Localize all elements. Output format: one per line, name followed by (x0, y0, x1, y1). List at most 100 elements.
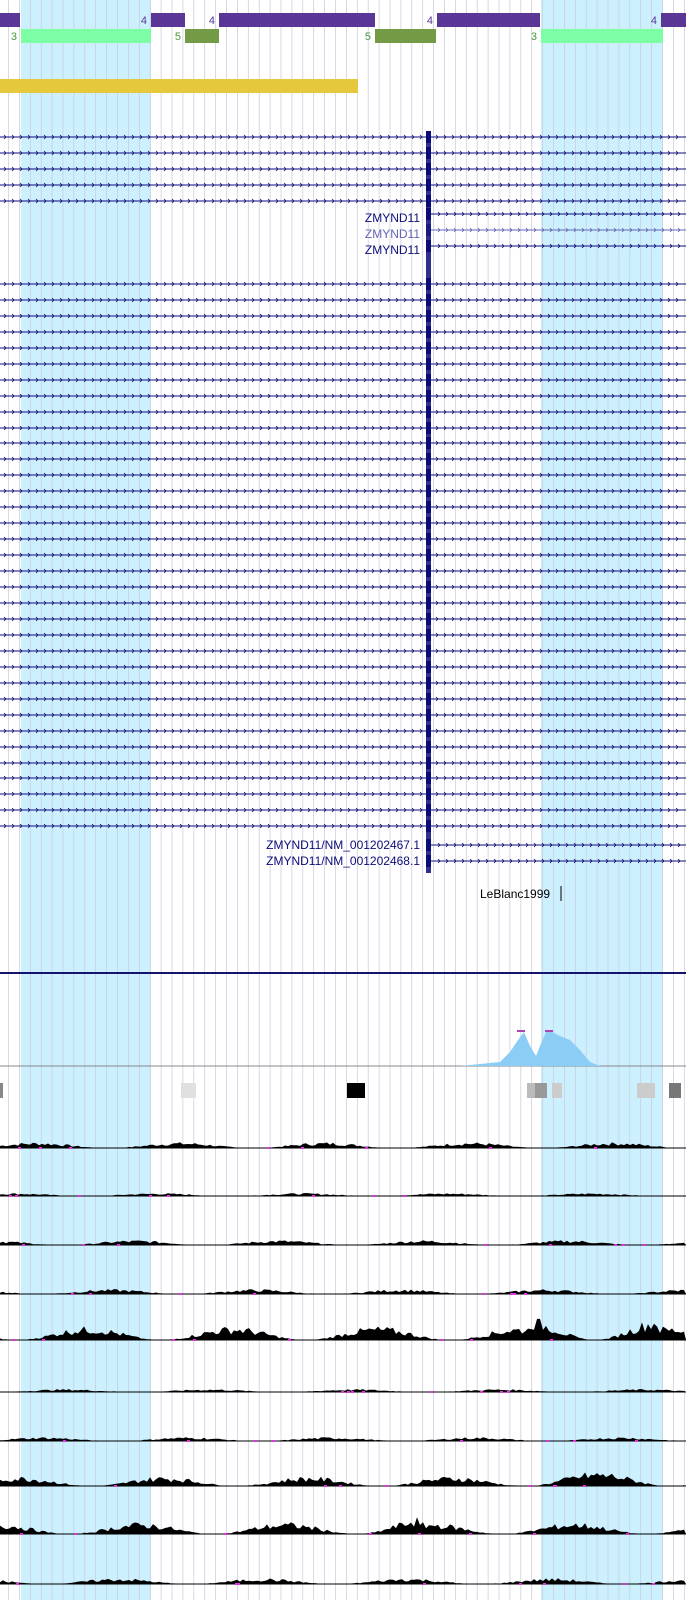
strand-arrow (651, 198, 655, 204)
strand-arrow (485, 211, 489, 217)
strand-arrow (555, 744, 559, 750)
strand-arrow (251, 568, 255, 574)
strand-arrow (323, 552, 327, 558)
phase-label-top: 4 (141, 15, 147, 27)
exon-block-top[interactable] (151, 13, 185, 27)
strand-arrow (443, 632, 447, 638)
density-block-track[interactable] (0, 1083, 681, 1098)
density-block[interactable] (669, 1083, 681, 1098)
density-block[interactable] (527, 1083, 535, 1098)
density-block[interactable] (347, 1083, 365, 1098)
density-block[interactable] (181, 1083, 196, 1098)
strand-arrow (507, 361, 511, 367)
exon-block-top[interactable] (437, 13, 540, 27)
strand-arrow (323, 313, 327, 319)
strand-arrow (459, 488, 463, 494)
signal-track-10[interactable] (0, 1578, 686, 1585)
density-block[interactable] (552, 1083, 562, 1098)
density-block[interactable] (637, 1083, 655, 1098)
strand-arrow (43, 297, 47, 303)
gene-label-nm-001202468[interactable]: ZMYND11/NM_001202468.1 (266, 854, 420, 868)
strand-arrow (499, 472, 503, 478)
exon-block-top[interactable] (0, 13, 20, 27)
publication-label[interactable]: LeBlanc1999 (480, 887, 550, 901)
signal-track-1[interactable] (0, 1142, 686, 1149)
strand-arrow (139, 775, 143, 781)
strand-arrow (595, 313, 599, 319)
strand-arrow (283, 520, 287, 526)
strand-arrow (27, 488, 31, 494)
strand-arrow (651, 648, 655, 654)
strand-arrow (179, 182, 183, 188)
exon-block-bottom[interactable] (21, 29, 151, 43)
gene-label-nm-001202467[interactable]: ZMYND11/NM_001202467.1 (266, 838, 420, 852)
strand-arrow (619, 552, 623, 558)
strand-arrow (331, 744, 335, 750)
exon-block-top[interactable] (661, 13, 686, 27)
exon-block-top[interactable] (219, 13, 375, 27)
signal-track-7[interactable] (0, 1437, 686, 1442)
conservation-peak[interactable] (460, 1032, 600, 1066)
transcript-track[interactable] (0, 131, 686, 873)
strand-arrow (507, 760, 511, 766)
gold-feature-bar[interactable] (0, 79, 358, 93)
strand-arrow (571, 760, 575, 766)
strand-arrow (267, 552, 271, 558)
signal-track-9[interactable] (0, 1517, 686, 1535)
signal-track-5[interactable] (0, 1318, 686, 1341)
strand-arrow (507, 696, 511, 702)
strand-arrow (171, 488, 175, 494)
gene-label-1[interactable]: ZMYND11 (365, 211, 420, 225)
strand-arrow (235, 664, 239, 670)
gene-label-3[interactable]: ZMYND11 (365, 243, 420, 257)
strand-arrow (331, 166, 335, 172)
exon-block-bottom[interactable] (541, 29, 663, 43)
strand-arrow (291, 520, 295, 526)
strand-arrow (507, 440, 511, 446)
strand-arrow (459, 472, 463, 478)
strand-arrow (51, 488, 55, 494)
strand-arrow (547, 552, 551, 558)
signal-track-3[interactable] (0, 1240, 686, 1246)
exon-phase-track[interactable]: 4 4 4 43 5 5 3 (0, 13, 686, 43)
conservation-signal-track[interactable] (0, 1030, 686, 1067)
strand-arrow (99, 728, 103, 734)
signal-track-2[interactable] (0, 1193, 686, 1197)
strand-arrow (267, 297, 271, 303)
strand-arrow (571, 728, 575, 734)
strand-arrow (491, 166, 495, 172)
exon-block-bottom[interactable] (375, 29, 436, 43)
strand-arrow (555, 377, 559, 383)
density-block[interactable] (535, 1083, 547, 1098)
strand-arrow (27, 520, 31, 526)
strand-arrow (339, 504, 343, 510)
strand-arrow (307, 696, 311, 702)
strand-arrow (411, 281, 415, 287)
strand-arrow (475, 361, 479, 367)
strand-arrow (123, 440, 127, 446)
strand-arrow (371, 345, 375, 351)
signal-track-6[interactable] (0, 1389, 686, 1393)
strand-arrow (459, 791, 463, 797)
strand-arrow (531, 440, 535, 446)
strand-arrow (107, 728, 111, 734)
signal-tracks[interactable] (0, 1142, 686, 1585)
strand-arrow (227, 393, 231, 399)
exon-block-bottom[interactable] (185, 29, 219, 43)
strand-arrow (627, 361, 631, 367)
strand-arrow (267, 440, 271, 446)
strand-arrow (475, 150, 479, 156)
strand-arrow (259, 345, 263, 351)
strand-arrow (123, 182, 127, 188)
strand-arrow (339, 456, 343, 462)
strand-arrow (51, 504, 55, 510)
strand-arrow (67, 616, 71, 622)
strand-arrow (107, 134, 111, 140)
signal-track-4[interactable] (0, 1289, 686, 1295)
strand-arrow (675, 198, 679, 204)
strand-arrow (573, 842, 577, 848)
signal-track-8[interactable] (0, 1472, 686, 1488)
strand-arrow (299, 361, 303, 367)
density-block[interactable] (0, 1083, 3, 1098)
gene-label-2[interactable]: ZMYND11 (365, 227, 420, 241)
